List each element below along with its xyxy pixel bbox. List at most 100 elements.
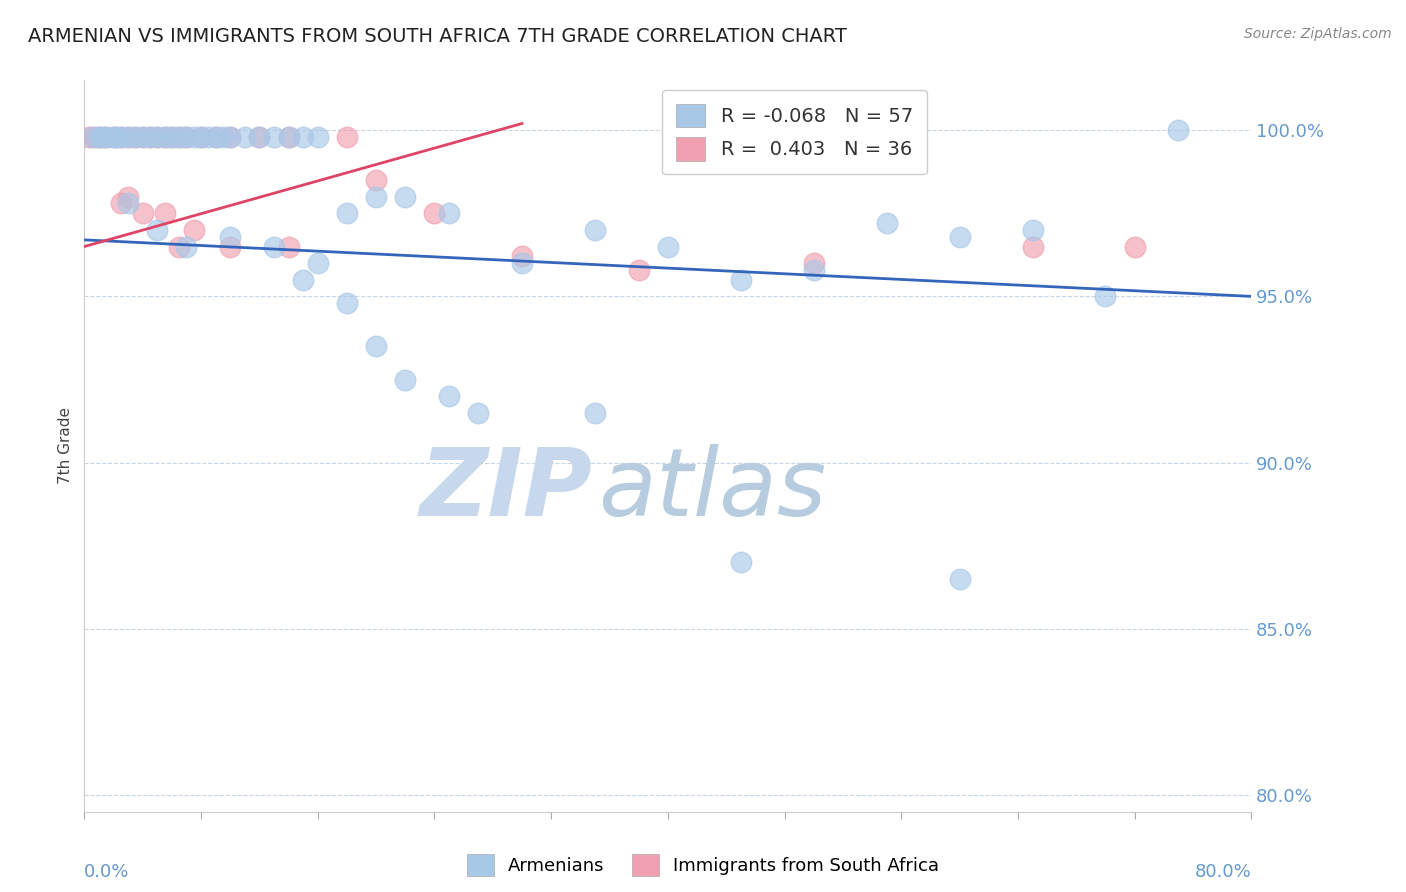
Point xyxy=(77,129,100,144)
Point xyxy=(366,339,388,353)
Point xyxy=(153,129,176,144)
Point xyxy=(292,273,315,287)
Point xyxy=(87,129,110,144)
Point xyxy=(183,223,205,237)
Point xyxy=(803,262,825,277)
Point xyxy=(437,389,460,403)
Point xyxy=(366,189,388,203)
Point xyxy=(139,129,162,144)
Point xyxy=(336,296,359,310)
Point xyxy=(292,129,315,144)
Point xyxy=(105,129,128,144)
Text: 0.0%: 0.0% xyxy=(84,863,129,881)
Text: ARMENIAN VS IMMIGRANTS FROM SOUTH AFRICA 7TH GRADE CORRELATION CHART: ARMENIAN VS IMMIGRANTS FROM SOUTH AFRICA… xyxy=(28,27,846,45)
Point xyxy=(117,196,139,211)
Point xyxy=(657,239,679,253)
Point xyxy=(90,129,112,144)
Point xyxy=(437,206,460,220)
Text: atlas: atlas xyxy=(598,444,827,535)
Point xyxy=(876,216,898,230)
Text: 80.0%: 80.0% xyxy=(1195,863,1251,881)
Point xyxy=(117,189,139,203)
Point xyxy=(307,256,329,270)
Point xyxy=(1167,123,1189,137)
Point xyxy=(96,129,118,144)
Point xyxy=(1094,289,1116,303)
Point xyxy=(366,173,388,187)
Point xyxy=(233,129,256,144)
Point xyxy=(183,129,205,144)
Point xyxy=(110,196,132,211)
Legend: R = -0.068   N = 57, R =  0.403   N = 36: R = -0.068 N = 57, R = 0.403 N = 36 xyxy=(662,90,927,175)
Point xyxy=(803,256,825,270)
Point xyxy=(510,250,533,264)
Point xyxy=(204,129,226,144)
Point xyxy=(730,555,752,569)
Point xyxy=(219,129,242,144)
Point xyxy=(176,129,198,144)
Point xyxy=(219,229,242,244)
Point xyxy=(277,129,299,144)
Point xyxy=(124,129,146,144)
Point xyxy=(263,129,285,144)
Point xyxy=(190,129,212,144)
Point xyxy=(139,129,162,144)
Point xyxy=(167,129,190,144)
Point xyxy=(1021,239,1043,253)
Point xyxy=(110,129,132,144)
Point xyxy=(510,256,533,270)
Text: ZIP: ZIP xyxy=(419,444,592,536)
Point xyxy=(249,129,271,144)
Point xyxy=(583,406,606,420)
Point xyxy=(132,206,155,220)
Point xyxy=(110,129,132,144)
Point xyxy=(1123,239,1146,253)
Point xyxy=(263,239,285,253)
Point xyxy=(153,206,176,220)
Point xyxy=(103,129,125,144)
Point xyxy=(949,229,972,244)
Point xyxy=(124,129,146,144)
Point xyxy=(167,239,190,253)
Point xyxy=(132,129,155,144)
Point xyxy=(190,129,212,144)
Point xyxy=(83,129,105,144)
Point xyxy=(336,206,359,220)
Legend: Armenians, Immigrants from South Africa: Armenians, Immigrants from South Africa xyxy=(460,847,946,883)
Point xyxy=(467,406,489,420)
Point xyxy=(146,129,169,144)
Point xyxy=(730,273,752,287)
Point xyxy=(423,206,446,220)
Y-axis label: 7th Grade: 7th Grade xyxy=(58,408,73,484)
Point xyxy=(307,129,329,144)
Point xyxy=(394,189,416,203)
Point xyxy=(219,239,242,253)
Point xyxy=(87,129,110,144)
Point xyxy=(583,223,606,237)
Point xyxy=(627,262,650,277)
Point xyxy=(117,129,139,144)
Text: Source: ZipAtlas.com: Source: ZipAtlas.com xyxy=(1244,27,1392,41)
Point xyxy=(336,129,359,144)
Point xyxy=(212,129,235,144)
Point xyxy=(132,129,155,144)
Point xyxy=(394,372,416,386)
Point xyxy=(167,129,190,144)
Point xyxy=(249,129,271,144)
Point xyxy=(160,129,183,144)
Point xyxy=(197,129,219,144)
Point xyxy=(176,239,198,253)
Point xyxy=(1021,223,1043,237)
Point xyxy=(153,129,176,144)
Point xyxy=(146,129,169,144)
Point xyxy=(277,129,299,144)
Point xyxy=(117,129,139,144)
Point xyxy=(219,129,242,144)
Point xyxy=(160,129,183,144)
Point xyxy=(176,129,198,144)
Point xyxy=(277,239,299,253)
Point xyxy=(204,129,226,144)
Point xyxy=(949,572,972,586)
Point xyxy=(103,129,125,144)
Point xyxy=(146,223,169,237)
